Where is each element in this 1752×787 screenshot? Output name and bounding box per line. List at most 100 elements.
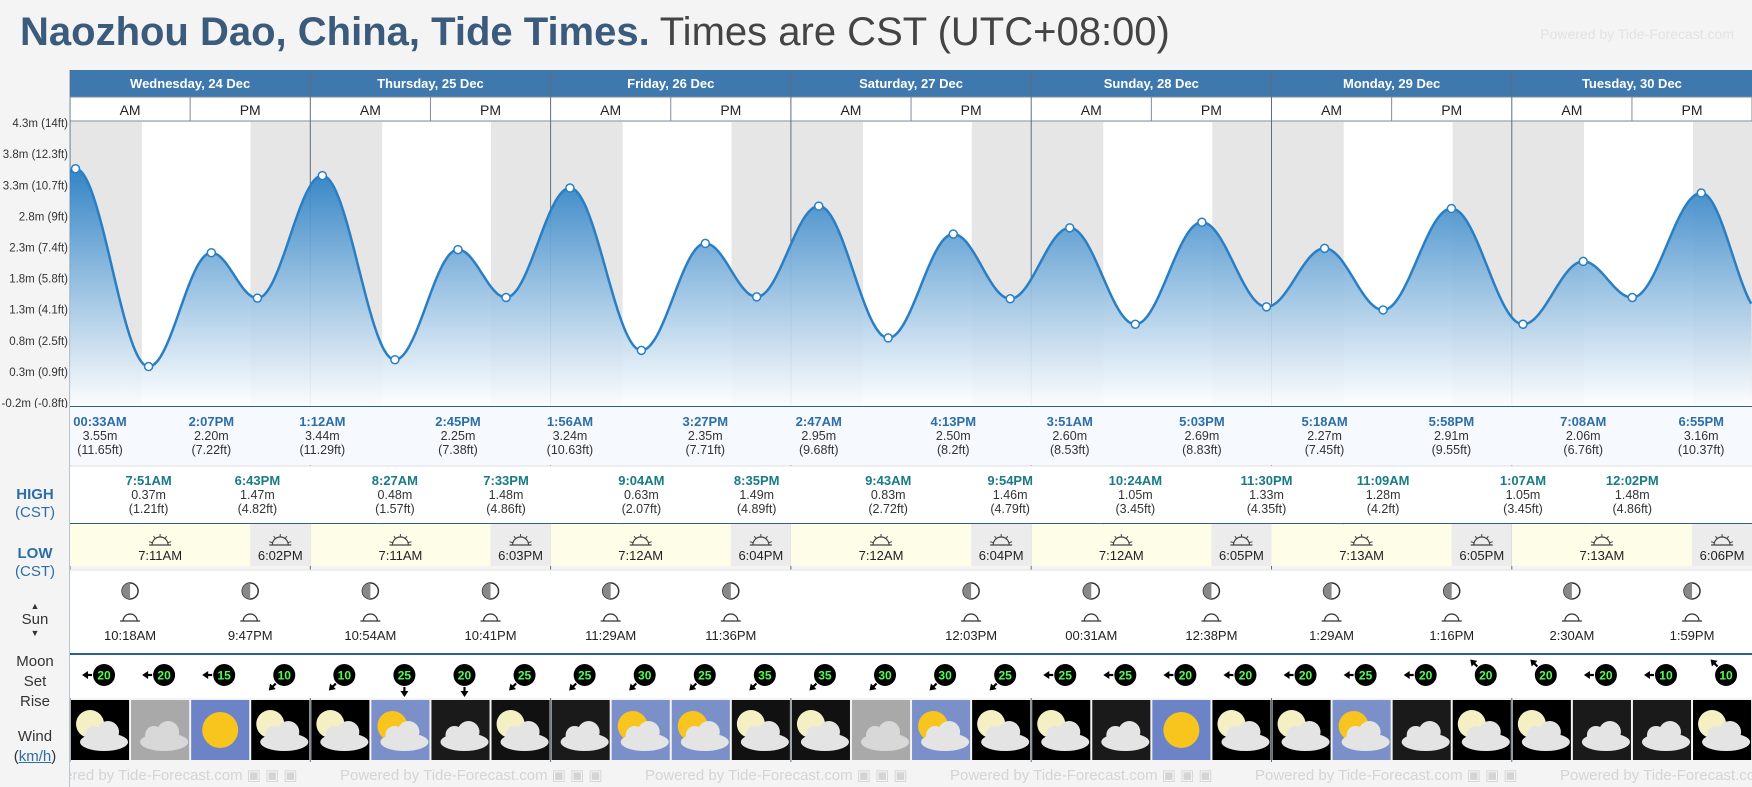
wind-arrow-icon xyxy=(749,682,758,691)
wind-speed-badge xyxy=(693,664,716,686)
high-height-ft: (8.83ft) xyxy=(1182,443,1222,457)
low-height-ft: (4.82ft) xyxy=(238,502,278,516)
wind-speed-value: 20 xyxy=(157,669,171,683)
low-tide-point xyxy=(636,345,647,356)
wind-unit-link[interactable]: km/h xyxy=(18,748,52,765)
moon-set-icon xyxy=(480,613,501,622)
wind-speed-badge xyxy=(573,664,596,686)
moon-rise-time: 1:16PM xyxy=(1429,628,1474,643)
moon-row-bg xyxy=(70,570,1752,653)
y-tick-label: 2.3m (7.4ft) xyxy=(9,243,68,255)
tide-chart-area: Wednesday, 24 Dec AM PM Thursday, 25 Dec AM P… xyxy=(69,70,1752,787)
moon-set-time: 9:47PM xyxy=(228,628,273,643)
low-time: 6:43PM xyxy=(235,473,281,488)
powered-by-top[interactable]: Powered by Tide-Forecast.com xyxy=(1540,26,1734,42)
sunrise-time: 7:12AM xyxy=(859,548,904,563)
sunset-time: 6:05PM xyxy=(1459,548,1504,563)
tide-chart: Wednesday, 24 Dec AM PM Thursday, 25 Dec AM P… xyxy=(69,70,1752,762)
sun-night-cell xyxy=(310,524,383,566)
low-tide-point xyxy=(143,361,154,372)
night-partly-cloudy-icon xyxy=(1698,710,1751,751)
am-label: AM xyxy=(1561,102,1582,118)
wind-speed-badge xyxy=(1114,664,1137,686)
pm-label: PM xyxy=(480,102,501,118)
wind-arrow-icon xyxy=(1223,671,1234,679)
high-tide-point xyxy=(317,170,328,181)
wind-speed-value: 20 xyxy=(1479,669,1493,683)
low-height-m: 0.37m xyxy=(131,488,166,502)
page-title: Naozhou Dao, China, Tide Times. Times are… xyxy=(20,10,1170,55)
night-partly-cloudy-icon xyxy=(316,710,369,751)
low-height-m: 1.33m xyxy=(1249,488,1284,502)
sunrise-icon xyxy=(1350,534,1373,546)
wind-speed-value: 25 xyxy=(1359,669,1373,683)
low-height-m: 1.47m xyxy=(240,488,275,502)
high-height-ft: (7.22ft) xyxy=(192,443,232,457)
sunset-icon xyxy=(509,534,532,546)
low-time: 7:51AM xyxy=(125,473,171,488)
wind-arrow-icon xyxy=(82,671,93,679)
cloudy-icon xyxy=(1401,721,1450,751)
wind-speed-value: 35 xyxy=(818,669,832,683)
low-time: 9:54PM xyxy=(987,473,1033,488)
moon-label: Moon xyxy=(16,653,54,670)
wind-speed-badge xyxy=(1594,664,1617,686)
high-height-m: 3.55m xyxy=(83,429,118,443)
wind-arrow-icon xyxy=(1470,659,1479,668)
sunset-icon xyxy=(269,534,292,546)
moon-set-time: 00:31AM xyxy=(1065,628,1117,643)
wind-arrow-icon xyxy=(569,682,577,691)
wind-speed-value: 25 xyxy=(998,669,1012,683)
low-time: 10:24AM xyxy=(1109,473,1162,488)
day-header-label: Saturday, 27 Dec xyxy=(859,76,963,91)
moon-set-icon xyxy=(1321,613,1342,622)
sunrise-time: 7:11AM xyxy=(378,548,422,563)
overcast-icon xyxy=(861,721,910,751)
day-header-label: Wednesday, 24 Dec xyxy=(130,76,250,91)
high-tide-point xyxy=(814,201,824,211)
day-header-label: Sunday, 28 Dec xyxy=(1104,76,1199,91)
moon-row-label: Moon Set Rise xyxy=(0,652,70,712)
moon-rise-icon xyxy=(600,613,621,622)
sun-label: Sun xyxy=(21,611,49,628)
sunrise-time: 7:12AM xyxy=(1099,548,1144,563)
high-height-m: 2.91m xyxy=(1434,429,1469,443)
low-time: 9:04AM xyxy=(618,473,664,488)
wind-speed-value: 10 xyxy=(1719,669,1733,683)
wind-speed-value: 10 xyxy=(1659,669,1673,683)
moon-rise-time: 10:54AM xyxy=(344,628,396,643)
high-tide-point xyxy=(700,238,711,249)
low-height-ft: (1.57ft) xyxy=(375,502,415,516)
high-height-m: 2.60m xyxy=(1052,429,1087,443)
wind-speed-value: 10 xyxy=(278,669,292,683)
tide-line xyxy=(69,167,1752,368)
low-tide-point xyxy=(1378,305,1388,315)
wind-arrow-icon xyxy=(509,682,517,691)
wind-speed-badge xyxy=(153,664,176,686)
wind-speed-badge xyxy=(93,664,116,686)
moon-phase-icon xyxy=(1202,582,1221,600)
y-axis: -0.2m (-0.8ft) 0.3m (0.9ft) 0.8m (2.5ft) 1.… xyxy=(2,118,69,408)
powered-by-bottom-3: Powered by Tide-Forecast.com ▣ ▣ ▣ xyxy=(645,767,908,784)
sunset-icon xyxy=(1230,534,1253,546)
low-label: LOW xyxy=(17,545,53,562)
wind-arrow-icon xyxy=(629,682,638,691)
wind-speed-value: 30 xyxy=(638,669,652,683)
wind-speed-value: 25 xyxy=(398,669,412,683)
wind-arrow-icon xyxy=(400,687,409,697)
high-time: 3:27PM xyxy=(683,414,729,429)
high-time: 00:33AM xyxy=(73,414,126,429)
sun-night-cell xyxy=(70,524,142,566)
wind-arrow-icon xyxy=(202,671,213,679)
night-partly-cloudy-icon xyxy=(1517,710,1570,751)
wind-speed-badge xyxy=(1534,664,1557,686)
wind-speed-badge xyxy=(333,664,356,686)
wind-speed-badge xyxy=(1474,664,1497,686)
high-time: 6:55PM xyxy=(1678,414,1724,429)
am-label: AM xyxy=(120,102,141,118)
sunrise-icon xyxy=(148,534,172,546)
sun-night-cell xyxy=(1511,524,1585,566)
wind-arrow-icon xyxy=(809,682,818,691)
cloudy-icon xyxy=(1101,721,1150,751)
day-header-label: Tuesday, 30 Dec xyxy=(1582,76,1682,91)
